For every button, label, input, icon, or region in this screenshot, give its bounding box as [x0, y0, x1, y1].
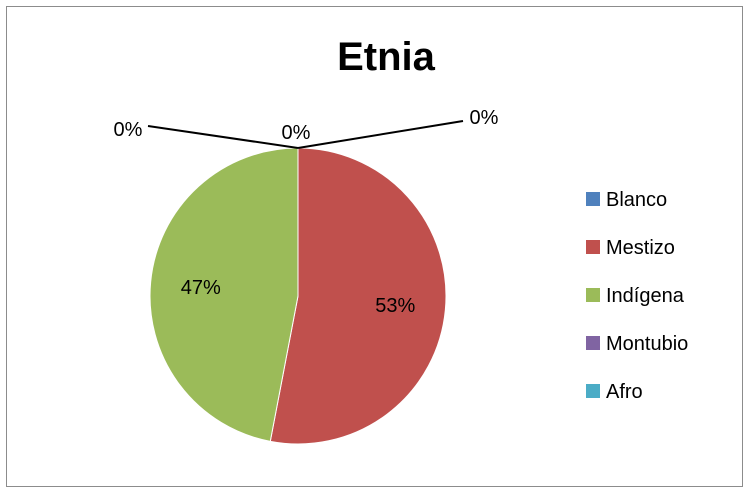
legend-swatch-indigena [586, 288, 600, 302]
legend-swatch-montubio [586, 336, 600, 350]
pie-slices [149, 147, 447, 445]
legend-swatch-mestizo [586, 240, 600, 254]
legend: Blanco Mestizo Indígena Montubio Afro [586, 189, 688, 403]
legend-label-montubio: Montubio [606, 333, 688, 355]
legend-label-blanco: Blanco [606, 189, 667, 211]
legend-label-afro: Afro [606, 381, 643, 403]
data-label-blanco: 0% [114, 119, 143, 141]
legend-label-mestizo: Mestizo [606, 237, 675, 259]
legend-swatch-blanco [586, 192, 600, 206]
data-label-afro: 0% [470, 107, 499, 129]
leader-lines [147, 120, 464, 149]
chart-title: Etnia [337, 35, 436, 79]
legend-label-indigena: Indígena [606, 285, 685, 307]
data-labels: 0% 53% 47% 0% 0% [114, 107, 499, 317]
data-label-indigena: 47% [181, 277, 221, 299]
pie-slice-mestizo [269, 147, 447, 445]
data-label-montubio: 0% [282, 122, 311, 144]
leader-line-blanco [147, 125, 299, 149]
data-label-mestizo: 53% [375, 295, 415, 317]
pie-slice-indigena [149, 147, 299, 442]
leader-line-afro [297, 120, 464, 149]
legend-swatch-afro [586, 384, 600, 398]
